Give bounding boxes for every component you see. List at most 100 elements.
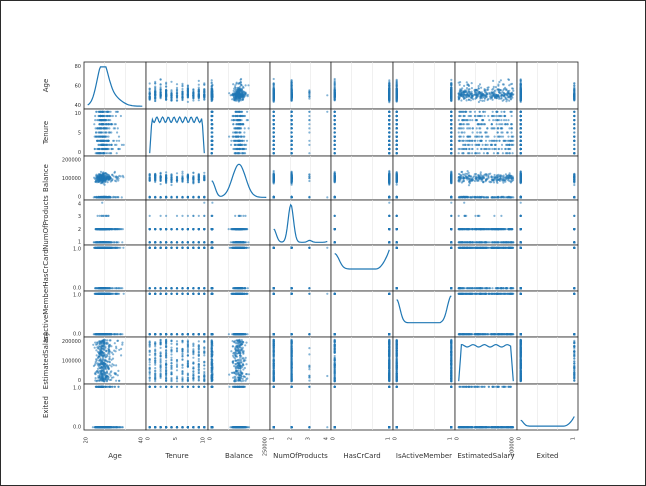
point [462,119,465,122]
point [235,152,238,155]
point [238,131,241,134]
point [115,139,118,142]
point [210,114,213,118]
point [113,143,117,146]
point [478,110,481,113]
point [235,81,238,84]
point [471,119,474,122]
point [492,152,495,155]
point [503,119,506,122]
point [116,127,119,130]
point [395,147,398,151]
point [509,139,512,142]
point [491,88,494,91]
point [463,97,466,100]
point [497,152,500,155]
point [458,94,461,97]
point [232,119,235,122]
point [99,139,102,142]
point [175,83,179,86]
point [477,87,480,90]
point [232,139,235,142]
point [512,139,515,142]
point [494,86,497,89]
point [175,86,179,89]
point [478,91,481,94]
point [290,84,293,87]
point [506,131,509,134]
point [457,127,460,130]
point [481,143,484,146]
point [395,123,398,126]
point [105,119,108,122]
point [106,152,109,155]
point [450,110,453,113]
point [108,152,111,155]
point [244,147,248,151]
point [488,139,491,142]
point [458,139,461,142]
point [485,95,488,98]
point [500,135,503,138]
point [99,114,102,118]
point [471,139,474,142]
point [165,95,168,98]
point [573,139,576,142]
point [100,123,103,126]
point [210,147,213,151]
point [159,97,162,100]
point [326,94,329,97]
point [210,123,213,126]
point [461,143,465,146]
point [388,93,391,96]
point [98,152,101,155]
point [573,86,576,89]
point [232,131,235,134]
point [490,123,493,126]
point [165,82,168,85]
point [290,79,293,82]
point [290,86,293,89]
point [175,88,179,91]
point [241,143,244,146]
point [573,89,576,92]
point [466,123,469,126]
point [395,114,398,118]
point [508,143,511,146]
point [192,94,195,97]
point [117,147,120,151]
point [97,131,100,134]
point [476,131,479,134]
point [154,91,157,95]
point [333,82,336,86]
point [105,123,108,126]
point [467,98,471,101]
point [477,100,480,104]
point [203,95,206,98]
point [450,147,453,151]
point [476,139,479,142]
point [159,91,162,94]
point [478,139,481,142]
point [290,139,293,142]
point [502,92,506,95]
point [101,152,104,155]
point [272,152,275,155]
point [272,98,275,101]
point [507,119,510,122]
point [458,83,461,86]
point [388,90,391,93]
point [237,135,240,138]
point [290,94,293,97]
point [469,110,472,113]
point [500,147,503,151]
point [491,110,494,113]
point [98,143,101,146]
point [519,96,522,99]
point [181,96,184,99]
point [388,139,391,142]
point [192,91,195,94]
cell-age-vs-age [83,61,147,110]
point [388,119,391,122]
